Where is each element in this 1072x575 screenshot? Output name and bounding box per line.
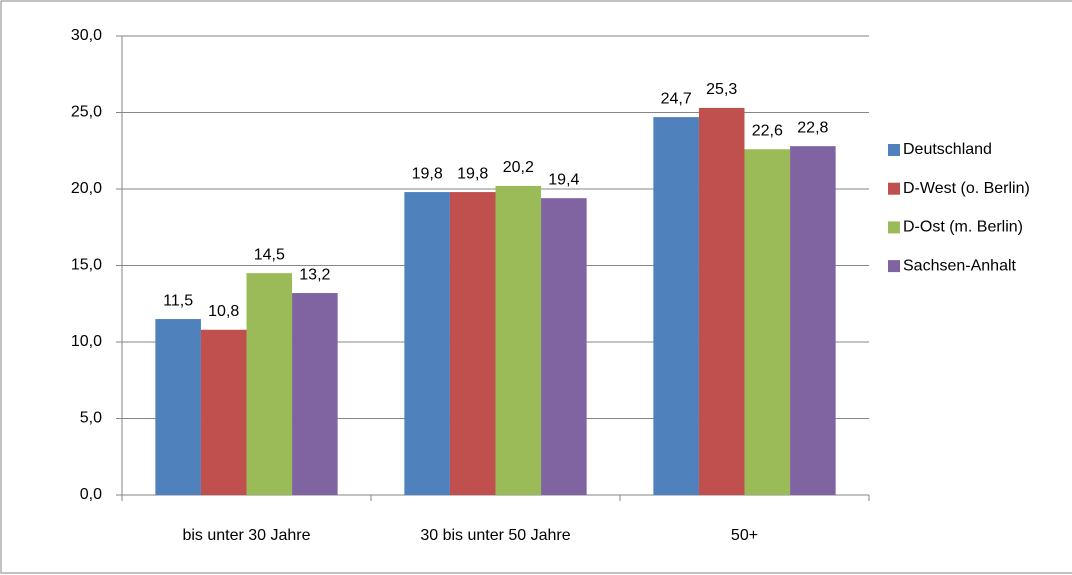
value-label: 25,3 xyxy=(706,81,737,98)
y-tick-label: 20,0 xyxy=(71,180,102,197)
value-label: 22,6 xyxy=(752,122,783,139)
y-tick-label: 15,0 xyxy=(71,257,102,274)
value-label: 13,2 xyxy=(299,266,330,283)
bar xyxy=(246,273,293,495)
value-label: 19,8 xyxy=(457,165,488,182)
value-label: 19,8 xyxy=(412,165,443,182)
value-label: 14,5 xyxy=(254,246,285,263)
legend-label: D-West (o. Berlin) xyxy=(903,180,1030,197)
bar xyxy=(155,319,201,495)
legend-swatch xyxy=(888,260,900,273)
y-tick-label: 5,0 xyxy=(80,410,102,427)
value-label: 19,4 xyxy=(548,171,579,188)
value-label: 11,5 xyxy=(163,292,193,309)
legend-swatch xyxy=(888,144,900,156)
bar xyxy=(404,192,450,495)
value-label: 24,7 xyxy=(661,90,692,107)
y-tick-label: 25,0 xyxy=(71,104,102,121)
value-label: 22,8 xyxy=(797,119,828,136)
value-label: 10,8 xyxy=(208,303,239,320)
bar xyxy=(653,117,699,495)
legend-label: Sachsen-Anhalt xyxy=(903,257,1017,274)
value-label: 20,2 xyxy=(503,159,534,176)
bar xyxy=(495,185,542,495)
bar xyxy=(292,293,338,495)
bar xyxy=(541,198,587,495)
legend-swatch xyxy=(888,221,900,234)
y-tick-label: 10,0 xyxy=(71,333,102,350)
legend-swatch xyxy=(888,182,900,195)
x-tick-label: 50+ xyxy=(731,527,758,544)
legend-label: Deutschland xyxy=(903,141,992,158)
x-tick-label: bis unter 30 Jahre xyxy=(182,527,310,544)
y-tick-label: 30,0 xyxy=(71,27,102,44)
x-tick-label: 30 bis unter 50 Jahre xyxy=(420,527,570,544)
bar xyxy=(449,192,496,495)
bar xyxy=(200,329,247,495)
bar xyxy=(698,107,745,495)
bar xyxy=(744,149,791,495)
bar xyxy=(790,146,836,495)
legend-label: D-Ost (m. Berlin) xyxy=(903,219,1023,236)
y-tick-label: 0,0 xyxy=(80,486,102,503)
